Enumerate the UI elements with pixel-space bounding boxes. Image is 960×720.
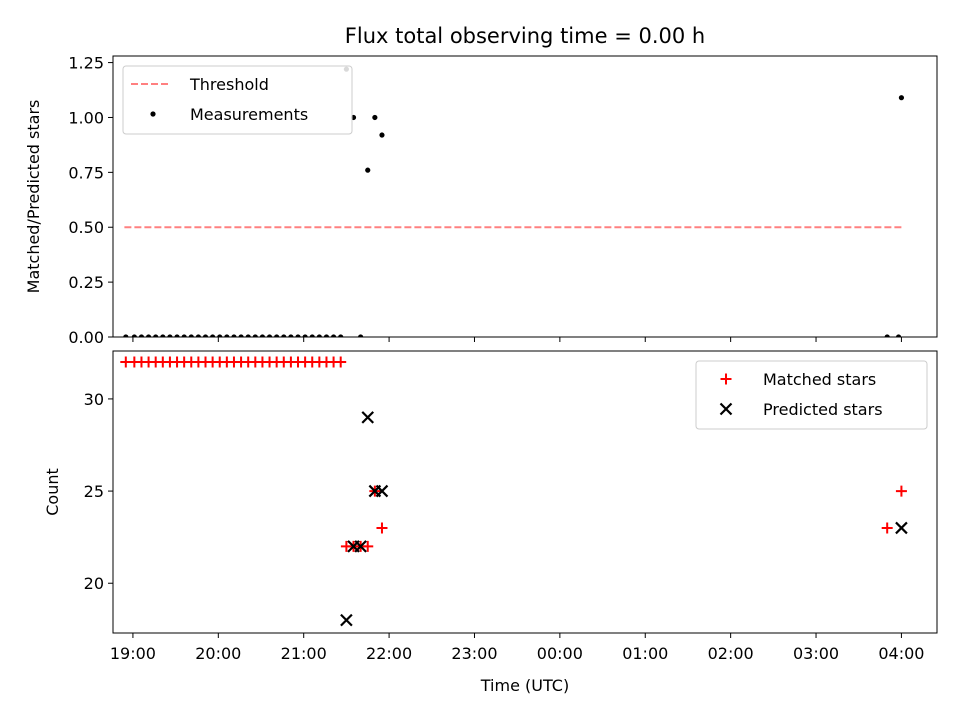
measurement-point: [295, 334, 301, 337]
measurement-point: [160, 334, 166, 337]
matched-star-point: [376, 522, 388, 534]
measurement-point: [330, 334, 337, 337]
measurement-point: [898, 95, 905, 101]
measurement-point: [188, 334, 194, 337]
bottom-xtick-label: 19:00: [110, 644, 156, 663]
top-legend-box: [122, 65, 353, 135]
measurement-point: [274, 334, 280, 337]
measurement-point: [358, 334, 364, 337]
bottom-legend: Matched stars Predicted stars: [695, 360, 928, 430]
measurement-point: [145, 334, 152, 337]
matched-star-point: [362, 540, 374, 552]
measurement-point: [884, 334, 890, 337]
predicted-star-point: [340, 613, 353, 627]
measurement-point: [167, 334, 173, 337]
top-legend: Threshold Measurements: [122, 65, 353, 135]
bottom-ytick-label: 25: [84, 482, 104, 501]
bottom-xtick-label: 00:00: [537, 644, 583, 663]
bottom-legend-box: [695, 360, 928, 430]
measurement-point: [238, 334, 244, 337]
legend-label: Predicted stars: [763, 400, 883, 419]
measurement-point: [309, 334, 315, 337]
bottom-ytick-label: 30: [84, 390, 104, 409]
bottom-ytick-label: 20: [84, 574, 104, 593]
measurement-point: [202, 334, 209, 337]
legend-measurement-swatch: [150, 111, 156, 117]
measurement-point: [895, 334, 902, 337]
top-plot: 0.00 0.25 0.50 0.75 1.00 1.25 Threshold Measure…: [68, 54, 938, 347]
measurement-point: [338, 334, 344, 337]
matched-star-point: [881, 522, 893, 534]
predicted-star-point: [354, 540, 367, 553]
top-marks: [123, 66, 905, 337]
bottom-xtick-label: 04:00: [878, 644, 924, 663]
measurement-point: [231, 334, 237, 337]
legend-matched-swatch: [720, 373, 732, 385]
measurement-point: [372, 114, 378, 121]
measurement-point: [123, 334, 129, 337]
chart-title: Flux total observing time = 0.00 h: [345, 24, 705, 48]
bottom-xtick-label: 23:00: [451, 644, 497, 663]
bottom-xtick-label: 21:00: [281, 644, 327, 663]
matched-star-point: [895, 485, 907, 497]
measurement-point: [302, 334, 308, 337]
legend-label: Measurements: [190, 105, 308, 124]
legend-label: Matched stars: [763, 370, 876, 389]
bottom-xtick-label: 01:00: [622, 644, 668, 663]
measurement-point: [316, 334, 322, 337]
measurement-point: [365, 167, 371, 173]
bottom-x-axis-label: Time (UTC): [480, 676, 569, 695]
top-ytick-label: 0.25: [68, 273, 104, 292]
top-ytick-label: 0.50: [68, 218, 104, 237]
measurement-point: [210, 334, 216, 337]
measurement-point: [217, 334, 223, 337]
bottom-xtick-label: 02:00: [708, 644, 754, 663]
measurement-point: [153, 334, 159, 337]
top-ytick-label: 0.00: [68, 328, 104, 347]
predicted-star-point: [375, 484, 389, 498]
measurement-point: [138, 334, 145, 337]
measurement-point: [195, 334, 201, 337]
bottom-xtick-label: 03:00: [793, 644, 839, 663]
bottom-xtick-label: 22:00: [366, 644, 412, 663]
top-y-axis-label: Matched/Predicted stars: [24, 100, 43, 294]
predicted-star-point: [895, 521, 908, 535]
measurement-point: [252, 334, 258, 337]
legend-predicted-swatch: [719, 402, 733, 416]
measurement-point: [379, 132, 385, 138]
measurement-point: [288, 334, 294, 337]
top-ytick-label: 0.75: [68, 163, 104, 182]
top-ytick-label: 1.00: [68, 108, 104, 127]
measurement-point: [181, 334, 187, 337]
measurement-point: [131, 334, 137, 337]
legend-label: Threshold: [189, 75, 269, 94]
measurement-point: [323, 334, 330, 337]
bottom-plot: 20 25 30 19:00 20:00 21:00 22:00 23:00 00:00 01:0…: [84, 350, 938, 663]
measurement-point: [259, 334, 266, 337]
predicted-star-point: [361, 411, 375, 424]
matched-star-point: [335, 356, 347, 368]
measurement-point: [281, 334, 287, 337]
bottom-marks: [120, 356, 908, 627]
bottom-y-axis-label: Count: [43, 468, 62, 516]
measurement-point: [174, 334, 180, 337]
bottom-xtick-label: 20:00: [195, 644, 241, 663]
measurement-point: [224, 334, 230, 337]
top-ytick-label: 1.25: [68, 54, 104, 73]
measurement-point: [245, 334, 251, 337]
measurement-point: [266, 334, 273, 337]
